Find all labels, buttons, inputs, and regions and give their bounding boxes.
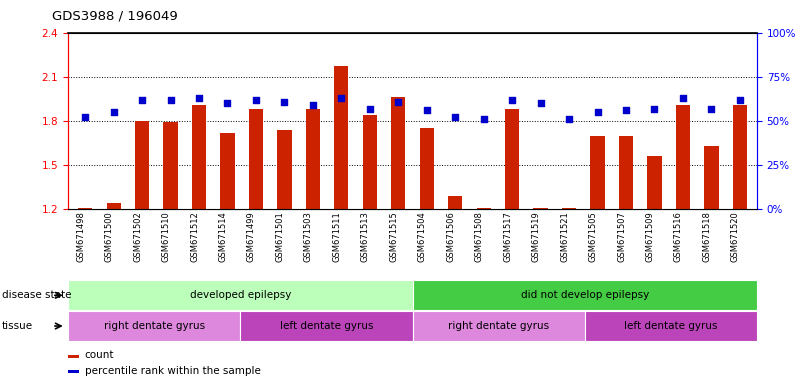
Bar [163, 122, 178, 209]
Text: GSM671510: GSM671510 [162, 212, 171, 262]
Text: GSM671509: GSM671509 [646, 212, 654, 262]
Bar [334, 66, 348, 209]
Text: GSM671512: GSM671512 [190, 212, 199, 262]
Text: GSM671513: GSM671513 [360, 212, 370, 262]
Text: GSM671517: GSM671517 [503, 212, 512, 262]
Bar [192, 105, 206, 209]
Text: GSM671511: GSM671511 [332, 212, 341, 262]
Bar [590, 136, 605, 209]
Point [705, 106, 718, 112]
Bar [107, 204, 121, 209]
Bar [704, 146, 718, 209]
Text: GSM671507: GSM671507 [617, 212, 626, 262]
Point [477, 116, 490, 122]
Bar [249, 109, 263, 209]
Bar [68, 311, 240, 341]
Bar [240, 311, 413, 341]
Point [392, 98, 405, 104]
Text: GSM671501: GSM671501 [276, 212, 284, 262]
Text: did not develop epilepsy: did not develop epilepsy [521, 290, 649, 300]
Text: count: count [85, 350, 115, 360]
Point [278, 98, 291, 104]
Point [734, 97, 747, 103]
Point [562, 116, 575, 122]
Bar [68, 280, 413, 310]
Text: GSM671499: GSM671499 [247, 212, 256, 262]
Bar [135, 121, 149, 209]
Text: GSM671519: GSM671519 [532, 212, 541, 262]
Bar [562, 208, 576, 209]
Text: GSM671506: GSM671506 [446, 212, 455, 262]
Bar [477, 208, 491, 209]
Text: GSM671504: GSM671504 [418, 212, 427, 262]
Bar [505, 109, 519, 209]
Text: GSM671521: GSM671521 [560, 212, 569, 262]
Bar [413, 280, 757, 310]
Point [135, 97, 148, 103]
Text: GSM671498: GSM671498 [76, 212, 85, 262]
Bar [306, 109, 320, 209]
Point [335, 95, 348, 101]
Text: disease state: disease state [2, 290, 71, 300]
Bar [420, 128, 434, 209]
Point [164, 97, 177, 103]
Point [221, 100, 234, 106]
Bar [413, 311, 585, 341]
Text: left dentate gyrus: left dentate gyrus [624, 321, 718, 331]
Text: right dentate gyrus: right dentate gyrus [103, 321, 205, 331]
Point [364, 106, 376, 112]
Point [591, 109, 604, 115]
Point [449, 114, 461, 121]
Text: GSM671508: GSM671508 [475, 212, 484, 262]
Text: GSM671516: GSM671516 [674, 212, 683, 262]
Text: GSM671515: GSM671515 [389, 212, 398, 262]
Bar [585, 311, 757, 341]
Text: GSM671505: GSM671505 [589, 212, 598, 262]
Point [648, 106, 661, 112]
Text: right dentate gyrus: right dentate gyrus [448, 321, 549, 331]
Point [421, 107, 433, 113]
Point [505, 97, 518, 103]
Point [107, 109, 120, 115]
Bar [676, 105, 690, 209]
Bar [619, 136, 633, 209]
Text: percentile rank within the sample: percentile rank within the sample [85, 366, 260, 376]
Point [307, 102, 320, 108]
Point [78, 114, 91, 121]
Point [250, 97, 263, 103]
Text: GSM671503: GSM671503 [304, 212, 313, 262]
Bar [647, 156, 662, 209]
Point [620, 107, 633, 113]
Bar [533, 208, 548, 209]
Text: GSM671520: GSM671520 [731, 212, 740, 262]
Point [192, 95, 205, 101]
Bar [733, 105, 747, 209]
Text: GSM671500: GSM671500 [105, 212, 114, 262]
Bar [391, 98, 405, 209]
Text: GSM671514: GSM671514 [219, 212, 227, 262]
Text: left dentate gyrus: left dentate gyrus [280, 321, 373, 331]
Text: GDS3988 / 196049: GDS3988 / 196049 [52, 10, 178, 23]
Bar [68, 355, 79, 358]
Bar [363, 115, 377, 209]
Bar [68, 370, 79, 373]
Bar [78, 208, 92, 209]
Bar [448, 196, 462, 209]
Text: GSM671502: GSM671502 [133, 212, 142, 262]
Point [677, 95, 690, 101]
Text: GSM671518: GSM671518 [702, 212, 711, 262]
Text: tissue: tissue [2, 321, 33, 331]
Text: developed epilepsy: developed epilepsy [190, 290, 291, 300]
Bar [220, 133, 235, 209]
Bar [277, 130, 292, 209]
Point [534, 100, 547, 106]
